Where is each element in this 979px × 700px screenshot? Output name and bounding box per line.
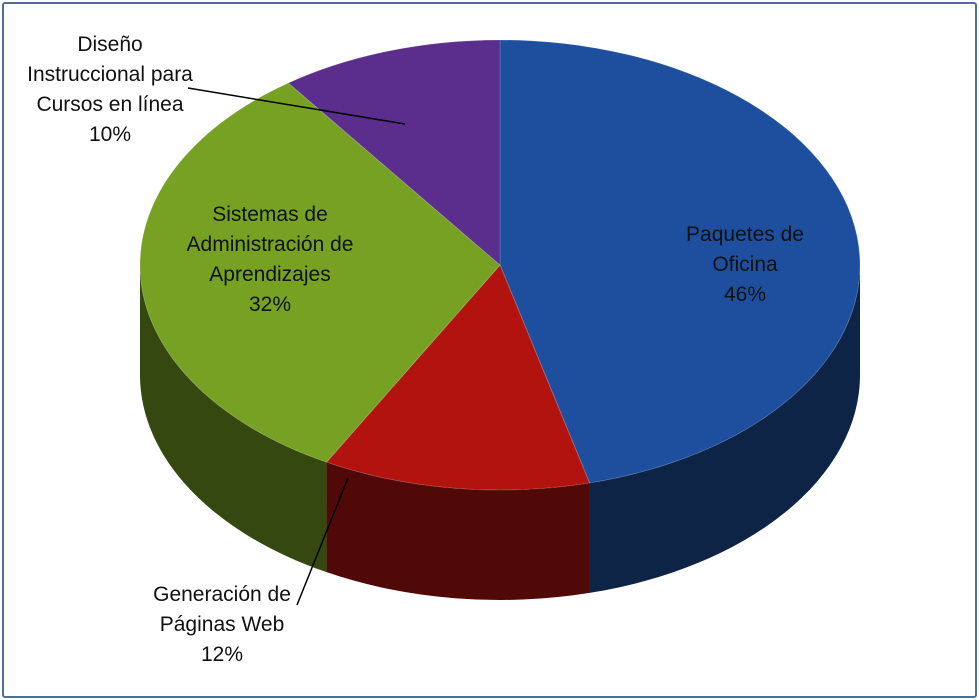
slice-label: Generación de Páginas Web 12% [127, 580, 317, 670]
slice-name: Sistemas de Administración de Aprendizaj… [186, 203, 354, 286]
slice-value: 12% [200, 643, 244, 666]
slice-side [139, 265, 327, 573]
slice-name: Generación de Páginas Web [153, 583, 291, 636]
slice-name: Diseño Instruccional para Cursos en líne… [27, 33, 193, 116]
slice-name: Paquetes de Oficina [686, 223, 804, 276]
leader-line [187, 87, 406, 125]
slice-value: 46% [723, 283, 767, 306]
slice-label: Sistemas de Administración de Aprendizaj… [160, 200, 380, 320]
slice [499, 39, 861, 484]
slice-value: 10% [88, 123, 132, 146]
slice-label: Paquetes de Oficina 46% [670, 220, 820, 310]
slice-label: Diseño Instruccional para Cursos en líne… [25, 30, 195, 150]
slice-value: 32% [248, 293, 292, 316]
slice [325, 264, 591, 491]
slice [139, 82, 501, 463]
slice [287, 39, 501, 267]
leader-line [296, 477, 349, 606]
slice-side [589, 265, 860, 593]
slice-side [326, 462, 590, 601]
